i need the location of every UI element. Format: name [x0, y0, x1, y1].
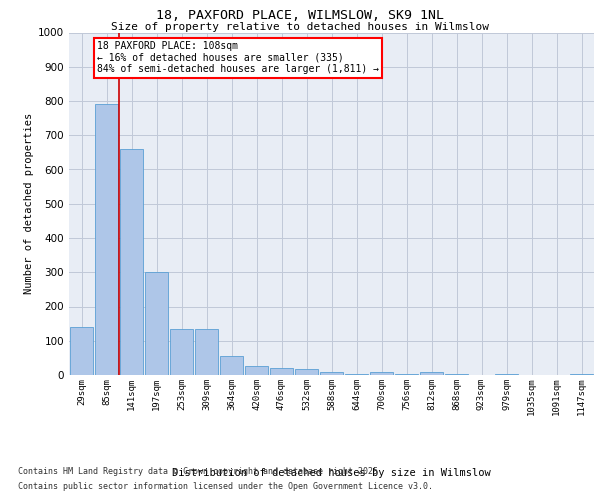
Bar [145, 272, 168, 375]
X-axis label: Distribution of detached houses by size in Wilmslow: Distribution of detached houses by size … [172, 468, 491, 478]
Text: Size of property relative to detached houses in Wilmslow: Size of property relative to detached ho… [111, 22, 489, 32]
Bar [445, 374, 468, 375]
Bar [220, 356, 243, 375]
Bar [570, 374, 593, 375]
Bar [245, 366, 268, 375]
Bar [95, 104, 118, 375]
Bar [120, 149, 143, 375]
Bar [495, 374, 518, 375]
Bar [370, 372, 393, 375]
Bar [345, 374, 368, 375]
Bar [195, 329, 218, 375]
Bar [320, 372, 343, 375]
Text: 18, PAXFORD PLACE, WILMSLOW, SK9 1NL: 18, PAXFORD PLACE, WILMSLOW, SK9 1NL [156, 9, 444, 22]
Text: 18 PAXFORD PLACE: 108sqm
← 16% of detached houses are smaller (335)
84% of semi-: 18 PAXFORD PLACE: 108sqm ← 16% of detach… [97, 41, 379, 74]
Bar [395, 374, 418, 375]
Text: Contains HM Land Registry data © Crown copyright and database right 2025.: Contains HM Land Registry data © Crown c… [18, 467, 383, 476]
Text: Contains public sector information licensed under the Open Government Licence v3: Contains public sector information licen… [18, 482, 433, 491]
Y-axis label: Number of detached properties: Number of detached properties [24, 113, 34, 294]
Bar [70, 327, 93, 375]
Bar [270, 368, 293, 375]
Bar [170, 329, 193, 375]
Bar [295, 369, 318, 375]
Bar [420, 372, 443, 375]
